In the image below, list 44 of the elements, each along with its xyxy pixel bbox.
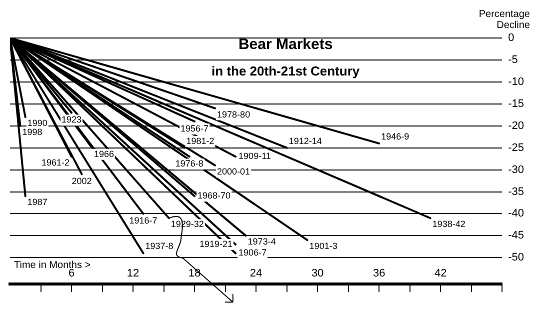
x-tick-label: 18 — [188, 267, 201, 280]
y-tick-label: -40 — [508, 208, 524, 220]
series-label: 1937-8 — [145, 241, 174, 252]
x-tick-label: 42 — [434, 267, 447, 280]
series-label: 1978-80 — [217, 109, 250, 120]
series-label: 1990 — [27, 118, 48, 128]
series-label: 1906-7 — [238, 248, 267, 258]
series-label: 1938-42 — [432, 219, 466, 230]
y-tick-label: -15 — [508, 98, 524, 110]
series-label: 1919-21 — [200, 238, 233, 249]
y-tick-label: -45 — [508, 230, 524, 242]
x-tick-label: 36 — [372, 267, 386, 280]
series-label: 1981-2 — [186, 136, 214, 146]
series-label: 1909-11 — [238, 151, 271, 162]
text: in the 20th-21st Century — [212, 64, 360, 79]
series-label: 1968-70 — [198, 190, 231, 201]
x-tick-label: 24 — [250, 267, 262, 280]
series-label: 1987 — [27, 197, 48, 208]
y-tick-label: -50 — [508, 252, 524, 264]
series-label: 1956-7 — [180, 123, 209, 134]
series-label: 1961-2 — [41, 158, 70, 168]
series-label: 1916-7 — [129, 216, 158, 226]
series-label: 1973-4 — [248, 236, 276, 247]
series-label: 2000-01 — [217, 166, 250, 176]
y-tick-label: -30 — [508, 164, 524, 176]
y-tick-label: -10 — [508, 76, 524, 88]
y-tick-label: -5 — [508, 54, 518, 66]
series-label: 1901-3 — [309, 241, 338, 252]
y-axis-title: Percentage Decline — [478, 8, 530, 31]
series-label: 1912-14 — [288, 136, 322, 146]
series-label: 1976-8 — [175, 158, 204, 169]
y-tick-label: -25 — [508, 142, 524, 154]
series-label: 1998 — [22, 126, 42, 137]
series-label: 1946-9 — [381, 131, 410, 142]
x-tick-label: 6 — [68, 267, 75, 280]
series-label: 1923 — [62, 114, 82, 125]
y-tick-label: 0 — [508, 32, 514, 44]
x-tick-label: 30 — [311, 267, 324, 280]
x-tick-label: 12 — [126, 267, 140, 280]
y-tick-label: -20 — [508, 120, 524, 132]
series-label: 2002 — [72, 176, 92, 186]
y-tick-label: -35 — [508, 186, 524, 198]
series-label: 1966 — [94, 148, 114, 159]
chart-title: Bear Markets — [238, 36, 333, 54]
